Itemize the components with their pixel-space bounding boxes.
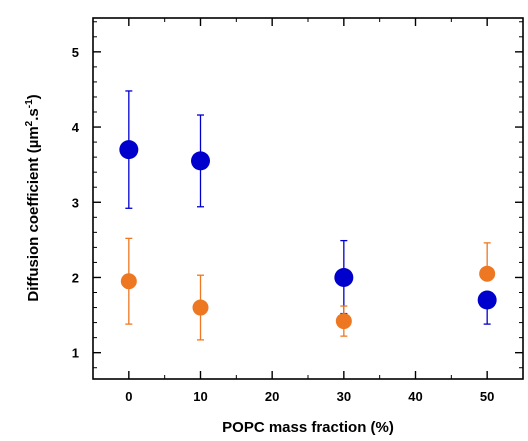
y-axis-title: Diffusion coefficient (µm2.s-1) bbox=[24, 94, 42, 301]
x-tick-label: 20 bbox=[265, 389, 279, 404]
x-tick-label: 40 bbox=[408, 389, 422, 404]
data-point-series-1 bbox=[191, 151, 210, 171]
data-point-series-2 bbox=[335, 313, 352, 330]
x-tick-label: 30 bbox=[337, 389, 351, 404]
tick-labels: 0 10 20 30 40 50 1 2 3 4 5 bbox=[72, 45, 495, 404]
x-tick-label: 10 bbox=[193, 389, 207, 404]
y-axis-title-close: ) bbox=[25, 94, 42, 99]
data-point-series-1 bbox=[119, 140, 139, 160]
y-tick-label: 5 bbox=[72, 45, 79, 60]
data-point-series-2 bbox=[479, 265, 496, 282]
y-tick-label: 1 bbox=[72, 346, 79, 361]
y-axis-title-sup-2: -1 bbox=[24, 99, 35, 108]
data-point-series-2 bbox=[192, 299, 209, 316]
data-points bbox=[119, 140, 497, 330]
data-point-series-1 bbox=[334, 267, 354, 287]
data-point-series-1 bbox=[477, 290, 497, 310]
error-bars bbox=[125, 90, 491, 341]
y-tick-label: 3 bbox=[72, 195, 79, 210]
x-tick-label: 50 bbox=[480, 389, 494, 404]
x-tick-label: 0 bbox=[125, 389, 132, 404]
y-axis-title-main: Diffusion coefficient (µm bbox=[25, 126, 42, 301]
y-tick-label: 4 bbox=[72, 120, 80, 135]
y-axis-title-sup-1: 2 bbox=[24, 120, 35, 126]
plot-frame bbox=[92, 17, 524, 380]
y-tick-label: 2 bbox=[72, 270, 79, 285]
axis-ticks bbox=[93, 18, 523, 379]
data-point-series-2 bbox=[120, 273, 137, 290]
x-axis-title: POPC mass fraction (%) bbox=[222, 419, 394, 436]
y-axis-title-unit: .s bbox=[25, 108, 42, 121]
